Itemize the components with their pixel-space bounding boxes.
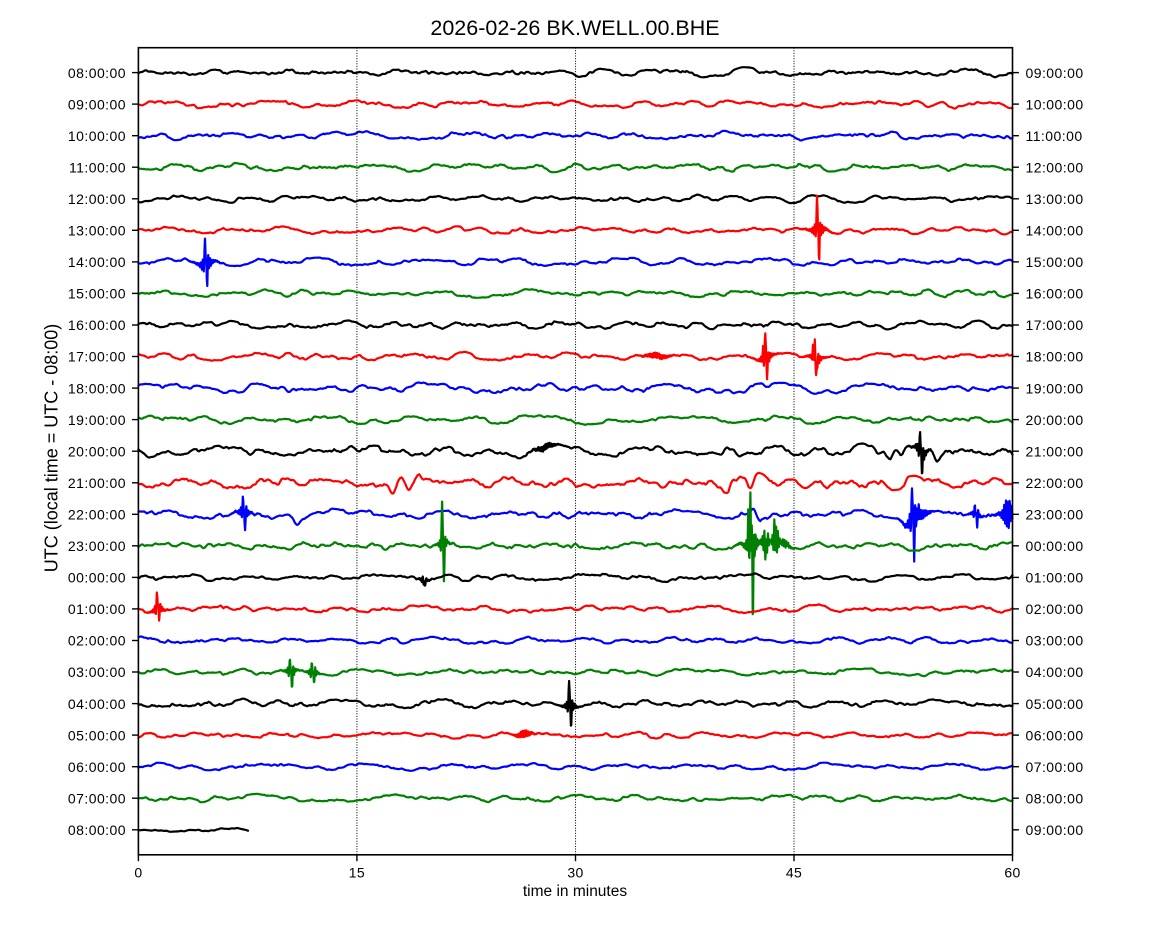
svg-text:00:00:00: 00:00:00	[1026, 538, 1084, 554]
svg-text:03:00:00: 03:00:00	[1026, 633, 1084, 649]
svg-text:23:00:00: 23:00:00	[68, 538, 126, 554]
svg-text:04:00:00: 04:00:00	[68, 696, 126, 712]
svg-text:30: 30	[567, 865, 583, 881]
svg-text:20:00:00: 20:00:00	[68, 443, 126, 459]
svg-text:00:00:00: 00:00:00	[68, 570, 126, 586]
svg-text:09:00:00: 09:00:00	[1026, 822, 1084, 838]
svg-text:15:00:00: 15:00:00	[1026, 254, 1084, 270]
svg-text:12:00:00: 12:00:00	[1026, 159, 1084, 175]
svg-text:01:00:00: 01:00:00	[68, 601, 126, 617]
svg-text:17:00:00: 17:00:00	[1026, 317, 1084, 333]
svg-text:13:00:00: 13:00:00	[1026, 191, 1084, 207]
svg-text:22:00:00: 22:00:00	[68, 507, 126, 523]
svg-text:07:00:00: 07:00:00	[1026, 759, 1084, 775]
svg-text:16:00:00: 16:00:00	[68, 317, 126, 333]
svg-text:08:00:00: 08:00:00	[68, 65, 126, 81]
svg-text:21:00:00: 21:00:00	[1026, 443, 1084, 459]
svg-text:17:00:00: 17:00:00	[68, 349, 126, 365]
svg-text:10:00:00: 10:00:00	[1026, 96, 1084, 112]
svg-text:16:00:00: 16:00:00	[1026, 286, 1084, 302]
svg-text:14:00:00: 14:00:00	[68, 254, 126, 270]
svg-text:04:00:00: 04:00:00	[1026, 664, 1084, 680]
svg-text:15: 15	[349, 865, 365, 881]
svg-text:21:00:00: 21:00:00	[68, 475, 126, 491]
svg-text:2026-02-26 BK.WELL.00.BHE: 2026-02-26 BK.WELL.00.BHE	[430, 16, 719, 40]
svg-text:time in minutes: time in minutes	[523, 883, 627, 900]
svg-text:60: 60	[1004, 865, 1020, 881]
svg-text:18:00:00: 18:00:00	[1026, 349, 1084, 365]
svg-text:15:00:00: 15:00:00	[68, 286, 126, 302]
svg-text:23:00:00: 23:00:00	[1026, 507, 1084, 523]
svg-text:13:00:00: 13:00:00	[68, 223, 126, 239]
svg-text:18:00:00: 18:00:00	[68, 380, 126, 396]
svg-text:11:00:00: 11:00:00	[69, 159, 126, 175]
svg-text:06:00:00: 06:00:00	[1026, 727, 1084, 743]
svg-text:05:00:00: 05:00:00	[68, 727, 126, 743]
svg-text:02:00:00: 02:00:00	[1026, 601, 1084, 617]
svg-text:45: 45	[786, 865, 802, 881]
svg-text:08:00:00: 08:00:00	[1026, 791, 1084, 807]
svg-text:19:00:00: 19:00:00	[1026, 380, 1084, 396]
svg-text:12:00:00: 12:00:00	[68, 191, 126, 207]
svg-text:0: 0	[134, 865, 142, 881]
svg-text:14:00:00: 14:00:00	[1026, 223, 1084, 239]
svg-text:10:00:00: 10:00:00	[68, 128, 126, 144]
svg-text:UTC (local time = UTC - 08:00): UTC (local time = UTC - 08:00)	[42, 324, 62, 573]
svg-text:07:00:00: 07:00:00	[68, 791, 126, 807]
svg-text:08:00:00: 08:00:00	[68, 822, 126, 838]
svg-text:09:00:00: 09:00:00	[68, 96, 126, 112]
svg-text:20:00:00: 20:00:00	[1026, 412, 1084, 428]
svg-text:03:00:00: 03:00:00	[68, 664, 126, 680]
svg-text:19:00:00: 19:00:00	[68, 412, 126, 428]
svg-text:05:00:00: 05:00:00	[1026, 696, 1084, 712]
svg-text:22:00:00: 22:00:00	[1026, 475, 1084, 491]
svg-text:11:00:00: 11:00:00	[1026, 128, 1083, 144]
svg-text:06:00:00: 06:00:00	[68, 759, 126, 775]
svg-text:09:00:00: 09:00:00	[1026, 65, 1084, 81]
svg-text:02:00:00: 02:00:00	[68, 633, 126, 649]
svg-text:01:00:00: 01:00:00	[1026, 570, 1084, 586]
